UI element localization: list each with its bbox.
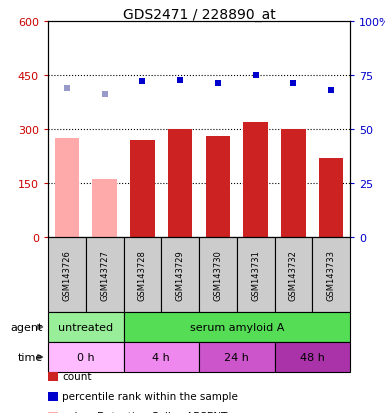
Text: GSM143728: GSM143728 (138, 249, 147, 300)
Bar (48, 342, 124, 372)
Text: 24 h: 24 h (224, 352, 249, 362)
Text: GSM143726: GSM143726 (62, 249, 71, 300)
Bar (168, 130, 192, 237)
Bar (48, 237, 86, 312)
Bar (275, 237, 312, 312)
Bar (281, 130, 306, 237)
Bar (199, 237, 237, 312)
Bar (124, 312, 350, 342)
Bar (312, 237, 350, 312)
Text: serum amyloid A: serum amyloid A (189, 322, 284, 332)
Text: GSM143730: GSM143730 (213, 249, 223, 300)
Bar (48, 312, 124, 342)
Text: agent: agent (11, 322, 43, 332)
Bar (55, 139, 79, 237)
Text: GSM143727: GSM143727 (100, 249, 109, 300)
Bar (243, 123, 268, 237)
Text: GSM143729: GSM143729 (176, 249, 185, 300)
Bar (161, 237, 199, 312)
Text: percentile rank within the sample: percentile rank within the sample (62, 392, 238, 401)
Text: value, Detection Call = ABSENT: value, Detection Call = ABSENT (62, 411, 228, 413)
Bar (124, 342, 199, 372)
Text: GSM143733: GSM143733 (326, 249, 336, 300)
Bar (237, 237, 275, 312)
Text: count: count (62, 372, 92, 382)
Text: untreated: untreated (58, 322, 113, 332)
Bar (206, 137, 230, 237)
Text: GSM143732: GSM143732 (289, 249, 298, 300)
Bar (199, 342, 275, 372)
Bar (92, 180, 117, 237)
Bar (275, 342, 350, 372)
Text: GSM143731: GSM143731 (251, 249, 260, 300)
Bar (319, 159, 343, 237)
Bar (124, 237, 161, 312)
Text: time: time (18, 352, 43, 362)
Text: 48 h: 48 h (300, 352, 325, 362)
Text: 4 h: 4 h (152, 352, 170, 362)
Bar (86, 237, 124, 312)
Text: 0 h: 0 h (77, 352, 95, 362)
Bar (130, 140, 155, 237)
Text: GDS2471 / 228890_at: GDS2471 / 228890_at (123, 8, 275, 22)
